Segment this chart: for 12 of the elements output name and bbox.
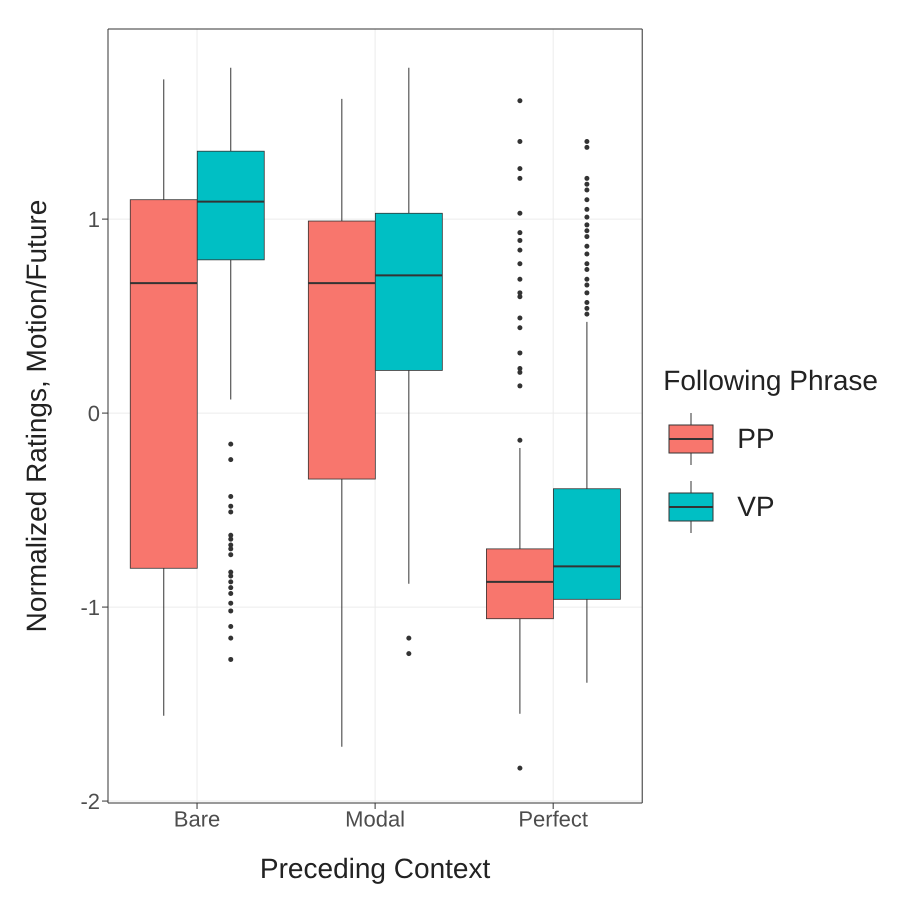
legend-label: VP xyxy=(737,490,775,522)
y-axis-title: Normalized Ratings, Motion/Future xyxy=(20,200,52,632)
legend-label: PP xyxy=(737,422,775,454)
x-tick-label: Bare xyxy=(174,806,220,832)
y-tick-label: 0 xyxy=(88,400,100,426)
y-tick-label: 1 xyxy=(88,206,100,232)
x-tick-label: Modal xyxy=(345,806,406,832)
y-tick-label: -1 xyxy=(80,594,100,620)
legend-title: Following Phrase xyxy=(663,364,878,396)
y-tick-label: -2 xyxy=(80,788,100,814)
x-axis-title: Preceding Context xyxy=(260,853,491,884)
x-tick-label: Perfect xyxy=(518,806,588,832)
